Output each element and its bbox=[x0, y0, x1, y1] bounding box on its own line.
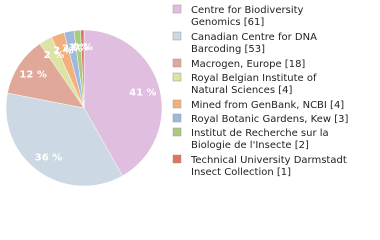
slice-label: 2 % bbox=[62, 43, 82, 54]
slice-label: 1 % bbox=[69, 42, 89, 53]
slice-label: 0 % bbox=[72, 42, 92, 53]
legend-label: Centre for Biodiversity bbox=[191, 5, 304, 16]
pie-slice bbox=[80, 29, 85, 109]
pie-slice bbox=[7, 43, 85, 109]
slice-label: 41 % bbox=[129, 87, 156, 98]
legend-swatch bbox=[172, 31, 182, 41]
legend-label: Macrogen, Europe [18] bbox=[191, 59, 305, 70]
pie-slice bbox=[5, 92, 123, 187]
legend-label: Mined from GenBank, NCBI [4] bbox=[191, 100, 344, 111]
slice-label: 36 % bbox=[35, 152, 62, 163]
pie-slice bbox=[83, 29, 163, 177]
legend-label: Natural Sciences [4] bbox=[191, 85, 292, 96]
legend-label: Biologie de l'Insecte [2] bbox=[191, 140, 309, 151]
legend-swatch bbox=[172, 4, 182, 14]
slice-label: 12 % bbox=[19, 70, 46, 81]
slice-label: 2 % bbox=[53, 46, 73, 57]
slice-label: 2 % bbox=[44, 50, 64, 61]
legend-label: Barcoding [53] bbox=[191, 44, 265, 55]
legend-swatch bbox=[172, 113, 182, 123]
legend-swatch bbox=[172, 127, 182, 137]
legend-swatch bbox=[172, 99, 182, 109]
legend-swatch bbox=[172, 58, 182, 68]
legend-label: Canadian Centre for DNA bbox=[191, 32, 317, 43]
legend-label: Royal Botanic Gardens, Kew [3] bbox=[191, 114, 348, 125]
legend-label: Technical University Darmstadt bbox=[190, 155, 347, 166]
legend-swatch bbox=[172, 72, 182, 82]
legend-label: Insect Collection [1] bbox=[191, 167, 291, 178]
legend-label: Institut de Recherche sur la bbox=[191, 128, 329, 139]
legend-swatch bbox=[172, 154, 182, 164]
legend-label: Royal Belgian Institute of bbox=[191, 73, 317, 84]
legend-label: Genomics [61] bbox=[191, 17, 264, 28]
